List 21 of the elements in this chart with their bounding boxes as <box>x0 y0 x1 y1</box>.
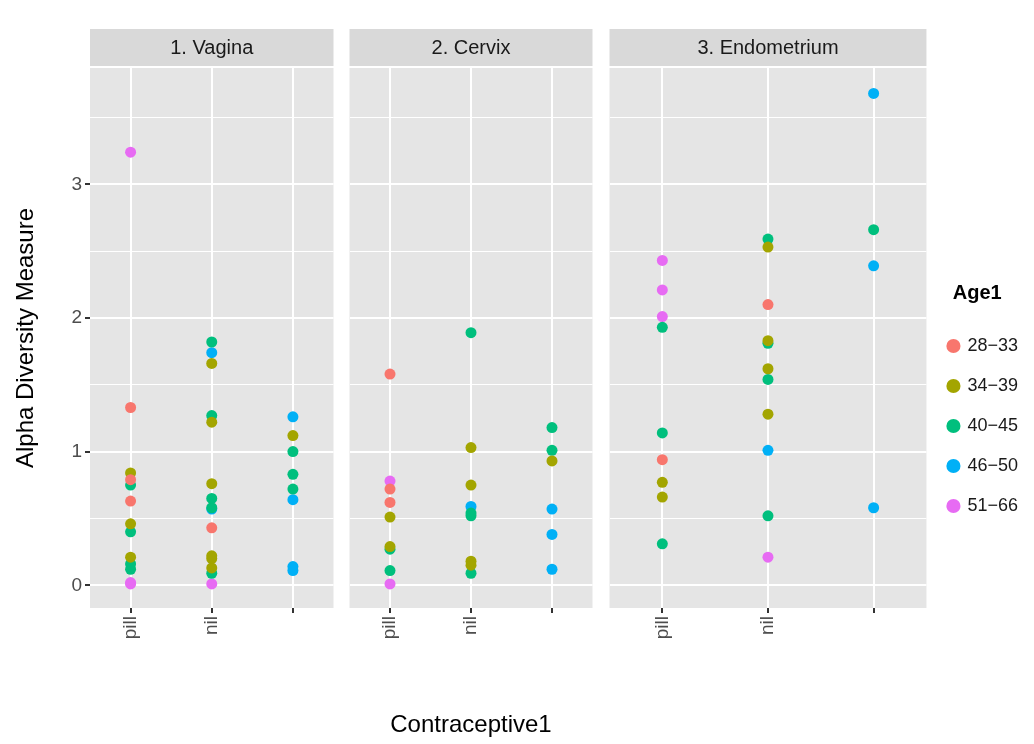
x-tick-label: nil <box>199 616 221 636</box>
legend-label: 51−66 <box>967 494 1019 515</box>
x-tick-label: pill <box>378 616 400 640</box>
legend-title: Age1 <box>952 280 1002 303</box>
chart-title: 1. Vagina <box>170 35 255 58</box>
y-tick-label: 1 <box>71 439 82 461</box>
legend-label: 28−33 <box>967 334 1019 355</box>
x-tick-label: pill <box>650 616 672 640</box>
legend-label: 34−39 <box>967 374 1019 395</box>
y-tick-label: 3 <box>71 172 82 194</box>
x-tick-label: nil <box>459 616 481 636</box>
y-tick-label: 2 <box>71 306 82 328</box>
legend-label: 40−45 <box>967 414 1019 435</box>
x-tick-label: nil <box>756 616 778 636</box>
x-tick-label: pill <box>118 616 140 640</box>
x-axis-title: Contraceptive1 <box>390 710 552 738</box>
chart-title: 3. Endometrium <box>697 35 839 58</box>
y-axis-title: Alpha Diversity Measure <box>11 207 39 469</box>
legend-label: 46−50 <box>967 454 1019 475</box>
chart-title: 2. Cervix <box>431 35 511 58</box>
y-tick-label: 0 <box>71 573 82 595</box>
